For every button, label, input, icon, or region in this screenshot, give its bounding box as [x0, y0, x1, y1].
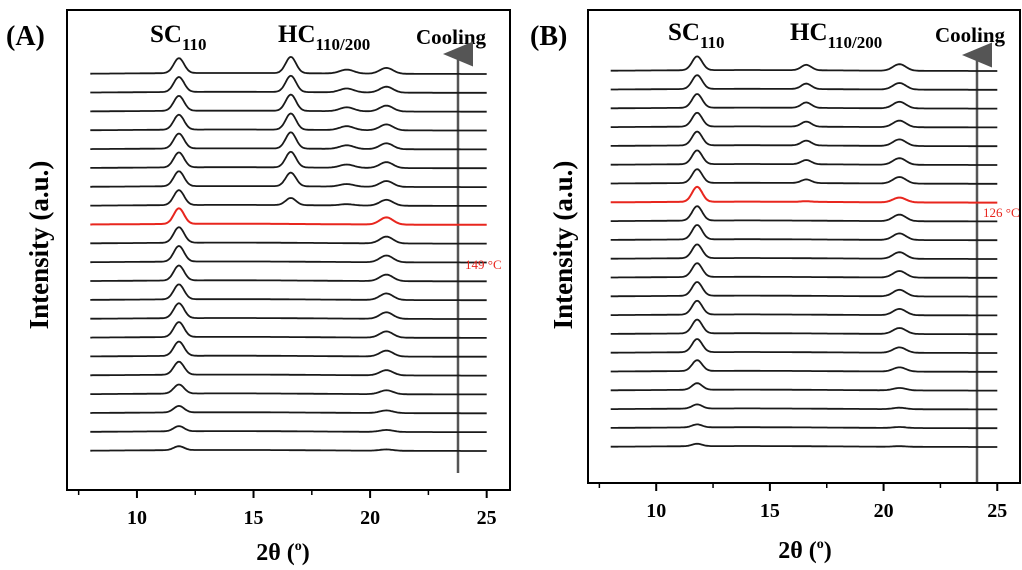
panel-a-hc-label: HC110/200 [278, 21, 370, 54]
panel-b-xticks: 10 15 20 25 [598, 483, 1007, 522]
panel-a-cooling-label: Cooling [416, 25, 487, 49]
xtick-label: 15 [244, 507, 264, 529]
xrd-trace [90, 150, 487, 170]
panel-a-sc-label: SC110 [150, 21, 207, 54]
xrd-trace [90, 189, 487, 207]
xrd-trace [610, 111, 998, 129]
panel-a-frame [66, 9, 511, 491]
xrd-trace [90, 445, 487, 452]
xrd-trace [90, 264, 487, 283]
xrd-trace-highlight [610, 185, 998, 204]
panel-a-temperature-label: 149 °C [465, 257, 502, 272]
xrd-trace-highlight [90, 207, 487, 226]
xrd-trace [90, 245, 487, 264]
xrd-trace [610, 403, 998, 411]
xrd-trace [90, 74, 487, 94]
xrd-trace [610, 382, 998, 392]
xrd-trace [90, 226, 487, 245]
xrd-trace [610, 318, 998, 336]
xtick-label: 25 [987, 500, 1007, 522]
xrd-trace [90, 425, 487, 433]
xrd-trace [610, 224, 998, 242]
xrd-trace [610, 262, 998, 279]
panel-b-frame [587, 9, 1021, 484]
xrd-trace [610, 168, 998, 185]
xrd-trace [610, 205, 998, 223]
panel-b-xlabel: 2θ (o) [778, 537, 832, 564]
xtick-label: 10 [646, 500, 666, 522]
panel-b-sc-label: SC110 [668, 19, 725, 52]
xrd-trace [610, 423, 998, 430]
panel-a-ylabel: Intensity (a.u.) [24, 161, 54, 330]
xrd-trace [90, 340, 487, 358]
xtick-label: 20 [874, 500, 894, 522]
xrd-trace [610, 299, 998, 317]
panel-b-ylabel: Intensity (a.u.) [548, 161, 578, 330]
xrd-trace [610, 243, 998, 260]
xrd-trace [610, 93, 998, 110]
xrd-trace [610, 55, 998, 72]
xrd-trace [90, 404, 487, 415]
xrd-trace [90, 112, 487, 132]
xrd-trace [610, 281, 998, 298]
xrd-trace [610, 442, 998, 448]
xtick-label: 15 [760, 500, 780, 522]
xrd-trace [610, 130, 998, 148]
panel-a: (A) Intensity (a.u.) 2θ (o) SC110 HC110/… [6, 9, 511, 566]
xrd-trace [610, 338, 998, 354]
panel-a-traces [90, 55, 487, 452]
xrd-trace [610, 149, 998, 166]
xrd-trace [90, 55, 487, 75]
panel-b: (B) Intensity (a.u.) 2θ (o) SC110 HC110/… [530, 9, 1021, 564]
xtick-label: 25 [477, 507, 497, 529]
xrd-trace [90, 131, 487, 151]
xrd-trace [610, 74, 998, 91]
panel-b-letter: (B) [530, 21, 567, 52]
xrd-trace [90, 283, 487, 302]
xrd-trace [90, 93, 487, 113]
panel-a-letter: (A) [6, 21, 45, 52]
panel-b-temperature-label: 126 °C [983, 205, 1020, 220]
xrd-trace [610, 359, 998, 373]
xtick-label: 20 [360, 507, 380, 529]
xrd-trace [90, 321, 487, 339]
panel-a-xlabel: 2θ (o) [256, 539, 310, 566]
panel-a-xticks: 10 15 20 25 [77, 490, 497, 529]
xtick-label: 10 [127, 507, 147, 529]
xrd-trace [90, 360, 487, 377]
xrd-trace [90, 170, 487, 188]
xrd-trace [90, 383, 487, 396]
panel-b-cooling-label: Cooling [935, 23, 1006, 47]
xrd-trace [90, 302, 487, 320]
panel-b-traces [610, 55, 998, 448]
panel-b-hc-label: HC110/200 [790, 19, 882, 52]
